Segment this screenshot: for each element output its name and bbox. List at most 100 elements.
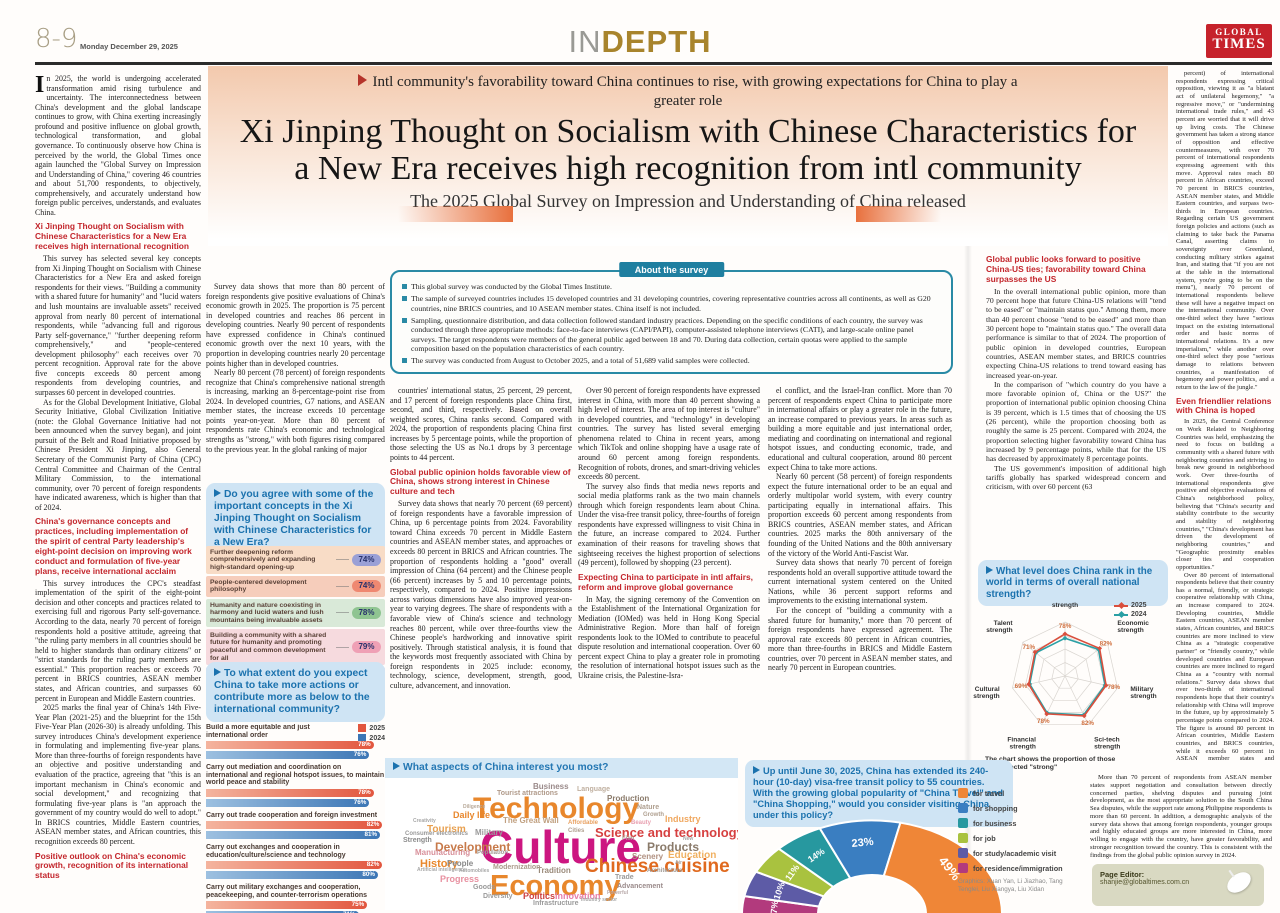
column-5: el conflict, and the Israel-Iran conflic… <box>768 386 952 708</box>
connector-line <box>336 585 349 587</box>
radar-grid <box>1051 662 1079 689</box>
body-paragraph: The survey also finds that media news re… <box>578 481 760 568</box>
section-subhead: Xi Jinping Thought on Socialism with Chi… <box>35 221 190 252</box>
body-paragraph: percent) of international respondents ex… <box>1176 70 1274 391</box>
cloud-word: Development <box>435 840 511 854</box>
cloud-word: Goods <box>473 884 496 891</box>
bar-value: 80% <box>362 871 375 879</box>
cloud-word: Education <box>668 850 717 861</box>
donut-legend-swatch <box>958 863 968 873</box>
question-title: What aspects of China interest you most? <box>403 762 609 773</box>
cloud-word: Powerful <box>607 890 629 896</box>
legend-item: 2025 <box>358 724 385 732</box>
donut-legend-swatch <box>958 848 968 858</box>
donut-slice-value: 7% <box>769 900 780 913</box>
legend-item: 2024 <box>358 734 385 742</box>
question-box-actions: To what extent do you expect China to ta… <box>206 662 385 722</box>
bar-2024: 76% <box>206 798 370 807</box>
radar-axis-label: Comprehensivenationalstrength <box>1040 600 1090 609</box>
donut-slice-value: 23% <box>851 836 874 850</box>
bar-2024: 71% <box>206 911 359 913</box>
question-box-strength: What level does China rank in the world … <box>978 560 1168 607</box>
cloud-word: History <box>420 858 458 870</box>
concept-label: People-centered development philosophy <box>210 578 307 594</box>
cloud-word: Trade <box>615 874 634 881</box>
cloud-word: Scenery <box>632 852 664 861</box>
action-item: Carry out military exchanges and coopera… <box>206 884 385 913</box>
question-arrow-icon <box>214 668 221 676</box>
donut-legend-swatch <box>958 803 968 813</box>
radar-axis-label: Economic strength <box>1117 620 1149 634</box>
cloud-word: Air <box>675 860 682 866</box>
question-arrow-icon <box>986 566 993 574</box>
radar-grid <box>1038 648 1092 701</box>
bar-value: 81% <box>364 831 378 839</box>
about-survey-box: About the survey This global survey was … <box>390 262 953 374</box>
section-title: INDEPTH <box>0 24 1280 60</box>
bar-track: 76% <box>206 751 385 760</box>
donut-legend-item: for residence/immigration <box>958 863 1086 873</box>
body-paragraph: countries' international status, 25 perc… <box>390 386 572 462</box>
question-arrow-icon <box>753 766 760 774</box>
bar-value: 71% <box>343 911 356 913</box>
bullet-text: The survey was conducted from August to … <box>411 356 750 365</box>
bar-2025: 75% <box>206 901 368 910</box>
radar-axis-label: Military strength <box>1130 686 1156 700</box>
concept-row: Further deepening reform comprehensively… <box>206 546 385 574</box>
drop-cap: I <box>35 74 45 98</box>
legend-swatch <box>358 734 367 742</box>
radar-value: 71% <box>1022 644 1035 651</box>
cloud-word: Diligence <box>463 804 486 810</box>
concept-row: Building a community with a shared futur… <box>206 629 385 665</box>
chart-legend: 2025 2024 <box>358 724 385 742</box>
logo-line-1: GLOBAL <box>1215 27 1263 37</box>
cloud-word: Tourism <box>427 824 466 835</box>
section-subhead: Positive outlook on China's economic gro… <box>35 850 189 881</box>
radar-legend-swatch <box>1114 604 1128 607</box>
body-paragraph: This survey has selected several key con… <box>35 254 201 398</box>
bar-2024: 80% <box>206 871 378 880</box>
cloud-word: Population <box>477 850 508 856</box>
body-paragraph: Survey data shows that nearly 70 percent… <box>768 558 952 606</box>
bar-value: 76% <box>353 751 367 759</box>
logo-line-2: TIMES <box>1212 36 1266 52</box>
donut-legend-label: for residence/immigration <box>973 863 1063 873</box>
cloud-word: Industry <box>665 814 701 824</box>
value-pill: 78% <box>352 606 381 619</box>
graphics-credit: Graphics: Xuan Yan, Li Jiazhao, Tang Ten… <box>958 878 1063 893</box>
bar-value: 78% <box>358 788 371 796</box>
body-paragraph: Over 80 percent of international respond… <box>1176 571 1274 761</box>
radar-series-2024 <box>1028 637 1106 716</box>
bar-value: 82% <box>366 821 380 829</box>
cloud-word: Products <box>647 840 700 854</box>
radar-caption: The chart shows the proportion of those … <box>985 756 1116 772</box>
action-label: Carry out military exchanges and coopera… <box>206 884 368 899</box>
bar-value: 75% <box>351 901 365 909</box>
donut-legend-item: for travel <box>958 788 1086 798</box>
headline-deco-bar-left <box>398 206 513 222</box>
radar-legend-label: 2025 <box>1131 602 1147 609</box>
radar-grid <box>1025 635 1105 713</box>
bar-track: 80% <box>206 871 385 880</box>
bar-track: 82% <box>206 861 385 870</box>
radar-value: 69% <box>1015 683 1028 690</box>
wordcloud-title: What aspects of China interest you most? <box>385 758 738 778</box>
cloud-word: Chinese cuisine <box>585 856 730 877</box>
wordcloud-area: Technology Culture Economy Chinese cuisine S… <box>385 778 738 908</box>
donut-legend-swatch <box>958 833 968 843</box>
cloud-word: Affordable <box>568 820 598 826</box>
cloud-word: Automobiles <box>459 868 490 874</box>
legend-swatch <box>358 724 367 732</box>
cloud-word: Nature <box>637 804 660 811</box>
cloud-word: Artificial intelligence <box>417 867 466 873</box>
main-headline: Xi Jinping Thought on Socialism with Chi… <box>239 112 1137 187</box>
cloud-word: Advancement <box>617 883 663 890</box>
bullet-square-icon <box>402 296 407 301</box>
body-paragraph: Survey data shows that nearly 70 percent… <box>390 499 572 690</box>
kicker-arrow-icon <box>358 74 368 86</box>
radar-marker <box>1062 635 1068 641</box>
cloud-word: Politics <box>523 891 556 901</box>
column-4: Over 90 percent of foreign respondents h… <box>578 386 760 758</box>
